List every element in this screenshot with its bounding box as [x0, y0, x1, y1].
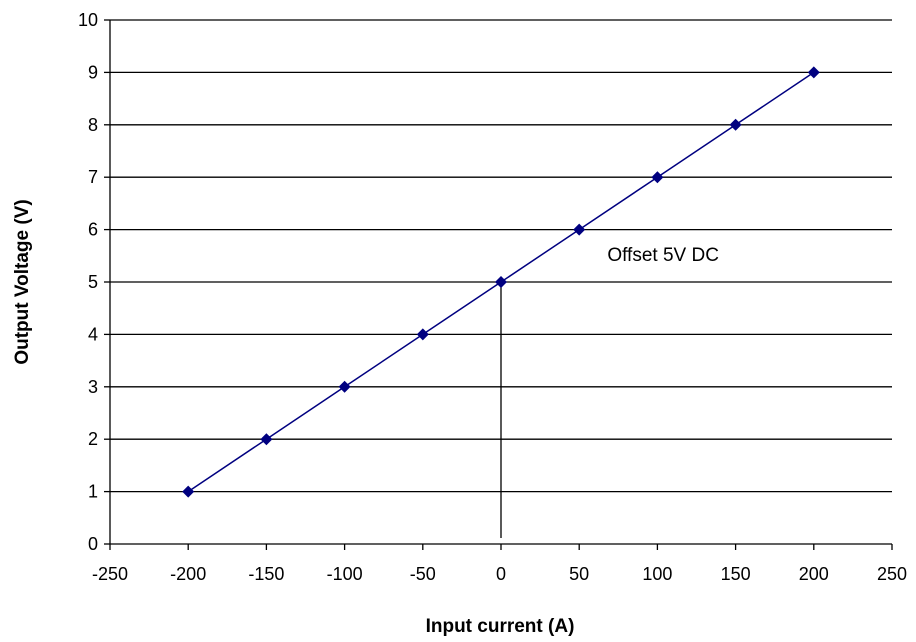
x-tick-label-0: -250 [92, 564, 128, 584]
y-tick-label-1: 1 [88, 482, 98, 502]
y-tick-label-6: 6 [88, 220, 98, 240]
y-tick-label-5: 5 [88, 272, 98, 292]
y-tick-label-3: 3 [88, 377, 98, 397]
y-tick-label-10: 10 [78, 10, 98, 30]
series-0-point-8 [807, 66, 820, 79]
x-tick-label-4: -50 [410, 564, 436, 584]
x-tick-label-5: 0 [496, 564, 506, 584]
series-0-point-3 [416, 328, 429, 341]
label-layer: 0 1 2 3 4 5 6 7 8 9 10 -250 -200 -150 -100 -50 0 50 100 150… [78, 10, 907, 584]
y-tick-label-0: 0 [88, 534, 98, 554]
series-0-point-7 [729, 118, 742, 131]
x-tick-label-8: 150 [721, 564, 751, 584]
x-tick-label-6: 50 [569, 564, 589, 584]
y-tick-label-2: 2 [88, 429, 98, 449]
x-tick-label-9: 200 [799, 564, 829, 584]
x-tick-label-10: 250 [877, 564, 907, 584]
x-tick-label-7: 100 [642, 564, 672, 584]
series-0-point-4 [495, 276, 507, 288]
x-tick-label-3: -100 [327, 564, 363, 584]
y-axis-title: Output Voltage (V) [12, 199, 33, 364]
series-0-point-2 [338, 380, 351, 393]
series-0-point-6 [651, 171, 664, 184]
y-tick-label-4: 4 [88, 324, 98, 344]
series-0-point-1 [260, 433, 273, 446]
x-tick-label-2: -150 [248, 564, 284, 584]
x-axis-title: Input current (A) [426, 616, 575, 637]
series-0-point-0 [182, 485, 195, 498]
axes-layer [104, 19, 893, 550]
y-tick-label-9: 9 [88, 62, 98, 82]
series-layer [182, 66, 820, 498]
y-tick-label-8: 8 [88, 115, 98, 135]
annotation-0: Offset 5V DC [607, 245, 719, 266]
y-tick-label-7: 7 [88, 167, 98, 187]
series-0-point-5 [573, 223, 586, 236]
x-tick-label-1: -200 [170, 564, 206, 584]
